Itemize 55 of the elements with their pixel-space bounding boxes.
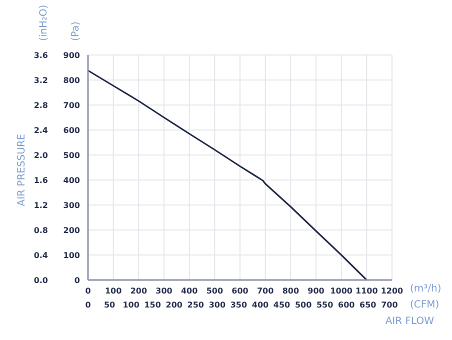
- x2-tick-label: 350: [230, 300, 248, 310]
- x2-tick-label: 450: [273, 300, 291, 310]
- x-tick-label: 900: [308, 286, 325, 296]
- x-tick-label: 400: [180, 286, 198, 296]
- x-tick-label: 600: [232, 286, 249, 296]
- line-series: [88, 70, 368, 280]
- y2-tick-label: 0.8: [34, 226, 48, 235]
- x-tick-label: 800: [282, 286, 300, 296]
- x-tick-label: 1200: [380, 286, 404, 296]
- y2-tick-label: 0.4: [34, 250, 48, 260]
- x2-tick-label: 650: [360, 300, 377, 310]
- x2-tick-label: 150: [144, 300, 162, 310]
- x-tick-label: 300: [156, 286, 173, 296]
- text: AIR FLOW: [385, 316, 434, 327]
- x2-tick-label: 300: [208, 300, 226, 310]
- y2-axis-title: (inH₂O): [38, 4, 50, 41]
- x2-tick-label: 100: [122, 300, 140, 310]
- y-tick-label: 500: [63, 150, 80, 160]
- y-tick-label: 100: [63, 250, 80, 260]
- y2-tick-label: 2.4: [34, 126, 48, 135]
- y2-tick-label: 2.8: [34, 100, 48, 110]
- y-tick-label: 400: [63, 176, 80, 185]
- x-tick-label: 1100: [356, 286, 378, 296]
- x2-tick-label: 0: [85, 300, 92, 310]
- y-tick-label: 700: [63, 100, 80, 110]
- y2-tick-label: 1.6: [34, 176, 48, 185]
- x2-tick-label: 600: [338, 300, 356, 310]
- x2-tick-label: 400: [252, 300, 270, 310]
- x-tick-label: 700: [256, 286, 274, 296]
- text: AIR PRESSURE: [16, 134, 28, 206]
- x-tick-label: 500: [206, 286, 224, 296]
- y-tick-label: 900: [63, 50, 80, 60]
- y2-tick-label: 1.2: [34, 200, 48, 210]
- x-tick-label: 0: [85, 286, 92, 296]
- x2-tick-label: 250: [187, 300, 204, 310]
- x2-tick-label: 500: [294, 300, 312, 310]
- y2-tick-label: 3.6: [34, 50, 48, 60]
- y2-tick-label: 3.2: [34, 76, 48, 85]
- y-tick-label: 800: [63, 76, 80, 85]
- y-axis-title: (Pa): [70, 21, 82, 41]
- y-tick-label: 300: [63, 200, 80, 210]
- x-tick-label: 100: [104, 286, 122, 296]
- x-tick-label: 1000: [330, 286, 353, 296]
- y-tick-label: 200: [63, 226, 80, 235]
- x2-axis-title: (CFM): [410, 300, 440, 310]
- x2-tick-label: 550: [316, 300, 334, 310]
- y2-tick-label: 2.0: [34, 150, 48, 160]
- x-axis-title: (m³/h): [410, 284, 442, 294]
- x2-tick-label: 50: [104, 300, 116, 310]
- y-tick-label: 600: [63, 126, 80, 135]
- y-tick-label: 0: [74, 276, 80, 285]
- x2-tick-label: 700: [381, 300, 398, 310]
- x-tick-label: 200: [130, 286, 148, 296]
- x2-tick-label: 200: [166, 300, 183, 310]
- y2-tick-label: 0.0: [34, 276, 48, 285]
